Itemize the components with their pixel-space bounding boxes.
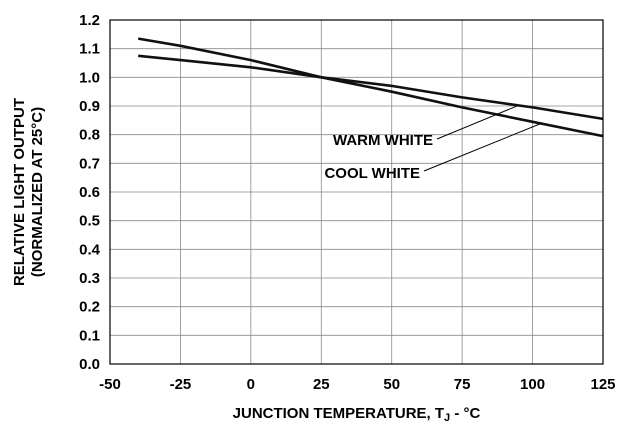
x-tick-labels: -50 -25 0 25 50 75 100 125 [99, 376, 615, 393]
x-tick-label: 125 [590, 376, 615, 393]
x-tick-label: 75 [454, 376, 471, 393]
x-tick-label: 25 [313, 376, 330, 393]
annotation-label: WARM WHITE [333, 132, 433, 149]
y-tick-label: 0.6 [79, 184, 100, 201]
y-tick-label: 0.3 [79, 270, 100, 287]
annotation-label: COOL WHITE [324, 165, 420, 182]
x-axis-title: JUNCTION TEMPERATURE, TJ - °C [233, 405, 481, 424]
series-line-cool-white [137, 37, 604, 138]
grid [109, 19, 604, 365]
y-tick-label: 0.0 [79, 356, 100, 373]
series-lines [137, 37, 604, 138]
y-tick-label: 0.9 [79, 98, 100, 115]
x-tick-label: 50 [383, 376, 400, 393]
y-tick-label: 1.0 [79, 69, 100, 86]
x-tick-label: -50 [99, 376, 121, 393]
annotation-leader-line [436, 104, 519, 140]
y-tick-label: 0.5 [79, 213, 100, 230]
y-tick-label: 1.1 [79, 41, 100, 58]
x-axis-title-subscript: J [444, 412, 450, 424]
plot-frame [109, 19, 604, 365]
annotations: WARM WHITE COOL WHITE [324, 104, 542, 182]
y-tick-label: 0.2 [79, 299, 100, 316]
x-tick-label: 100 [520, 376, 545, 393]
x-axis-title-suffix: - °C [450, 405, 480, 422]
y-tick-label: 0.8 [79, 127, 100, 144]
x-axis-title-main: JUNCTION TEMPERATURE, T [233, 405, 444, 422]
y-tick-label: 0.7 [79, 155, 100, 172]
y-tick-label: 0.4 [79, 241, 101, 258]
x-tick-label: 0 [247, 376, 255, 393]
annotation-leader-line [423, 123, 542, 172]
y-tick-label: 0.1 [79, 327, 100, 344]
y-axis-title-line-2: (NORMALIZED AT 25°C) [29, 107, 46, 277]
y-tick-label: 1.2 [79, 12, 100, 29]
y-axis-title-line-1: RELATIVE LIGHT OUTPUT [11, 98, 28, 286]
y-axis-title: RELATIVE LIGHT OUTPUT (NORMALIZED AT 25°… [11, 98, 46, 286]
y-tick-labels: 0.0 0.1 0.2 0.3 0.4 0.5 0.6 0.7 0.8 0.9 1.0 1.1 1.2 [79, 12, 101, 373]
series-line-warm-white [138, 54, 604, 121]
x-tick-label: -25 [170, 376, 192, 393]
